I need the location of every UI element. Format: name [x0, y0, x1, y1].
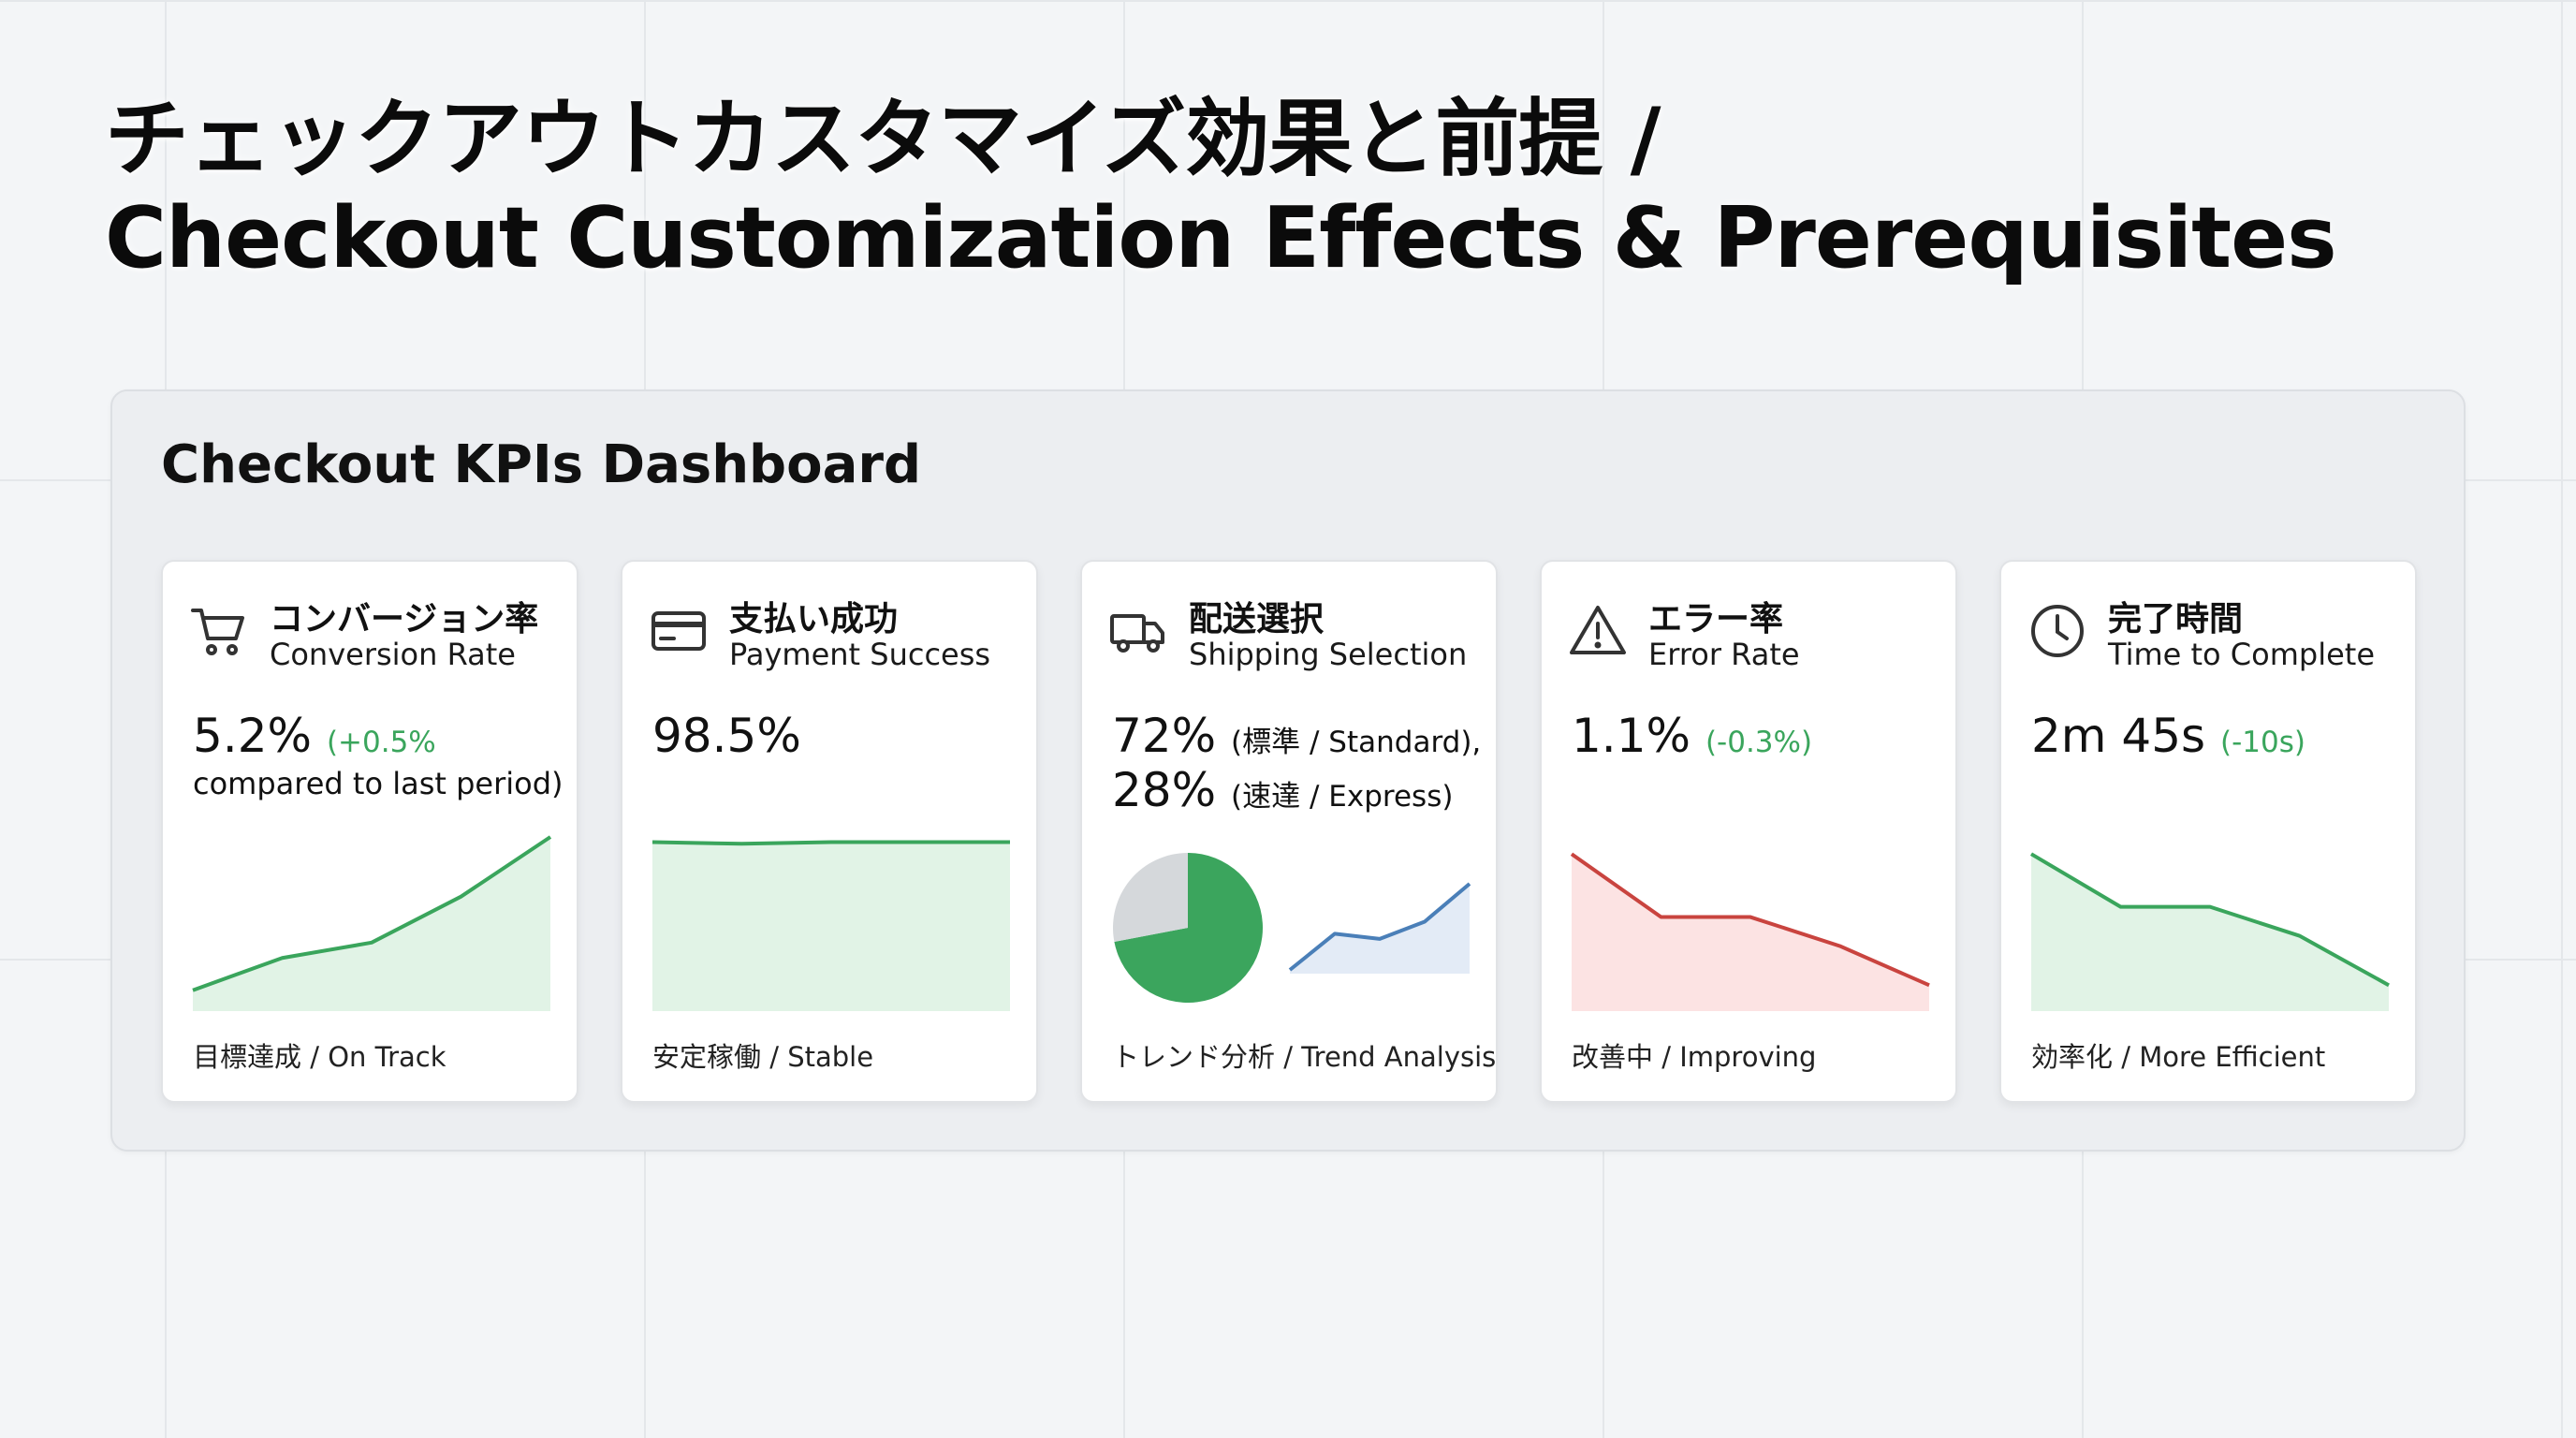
trend-line: [192, 835, 552, 992]
kpi-card-shipping-selection[interactable]: 配送選択 Shipping Selection 72% (標準 / Standa…: [1080, 560, 1498, 1103]
page-title-en: Checkout Customization Effects & Prerequ…: [105, 189, 2337, 287]
card-value-express: 28%: [1112, 763, 1217, 817]
trend-line: [1288, 882, 1471, 972]
trend-chart: [651, 840, 1010, 1011]
card-status: 目標達成 / On Track: [193, 1041, 446, 1073]
card-value: 5.2%: [193, 709, 313, 763]
card-value-line: 2m 45s (-10s): [2031, 708, 2406, 770]
card-status: 安定稼働 / Stable: [652, 1041, 874, 1073]
trend-area: [1572, 854, 1929, 1011]
card-value-line: 1.1% (-0.3%): [1572, 708, 1946, 770]
card-title-en: Shipping Selection: [1189, 637, 1468, 672]
page-title-ja: チェックアウトカスタマイズ効果と前提 /: [105, 90, 1661, 188]
cart-icon: [191, 609, 244, 655]
page-title: チェックアウトカスタマイズ効果と前提 / Checkout Customizat…: [105, 90, 2445, 288]
trend-line: [651, 840, 1010, 846]
kpi-card-payment-success[interactable]: 支払い成功 Payment Success 98.5% 安定稼働 / Stabl…: [621, 560, 1038, 1103]
trend-chart: [1288, 882, 1471, 974]
card-title-en: Error Rate: [1648, 637, 1800, 672]
card-value-line-standard: 72% (標準 / Standard),: [1112, 708, 1486, 770]
kpi-card-time-to-complete[interactable]: 完了時間 Time to Complete 2m 45s (-10s) 効率化 …: [1999, 560, 2417, 1103]
kpi-card-conversion-rate[interactable]: コンバージョン率 Conversion Rate 5.2% (+0.5% com…: [161, 560, 578, 1103]
card-title-en: Conversion Rate: [270, 637, 516, 672]
card-title-ja: 配送選択: [1189, 600, 1325, 638]
credit-card-icon: [651, 611, 706, 651]
card-title-ja: 支払い成功: [729, 600, 899, 638]
card-label-express: (速達 / Express): [1231, 780, 1454, 814]
dashboard-title: Checkout KPIs Dashboard: [161, 434, 922, 495]
card-delta: (-10s): [2220, 726, 2305, 759]
card-value-line: 98.5%: [652, 708, 1027, 764]
card-value: 2m 45s: [2031, 709, 2206, 763]
card-value-line-express: 28% (速達 / Express): [1112, 762, 1486, 825]
card-title-en: Time to Complete: [2108, 637, 2375, 672]
card-value-line: 5.2% (+0.5%: [193, 708, 567, 770]
trend-area: [1290, 884, 1470, 974]
trend-area: [193, 837, 550, 1011]
card-delta: (-0.3%): [1705, 726, 1813, 759]
card-title-en: Payment Success: [729, 637, 991, 672]
card-value: 1.1%: [1572, 709, 1691, 763]
trend-area: [2031, 854, 2389, 1011]
clock-icon: [2031, 605, 2084, 657]
card-delta: (+0.5%: [326, 726, 436, 759]
kpi-dashboard-panel: Checkout KPIs Dashboard コンバージョン率 Convers…: [110, 389, 2466, 1152]
warning-icon: [1570, 606, 1626, 654]
trend-area: [652, 842, 1010, 1011]
card-comparison-text: compared to last period): [193, 766, 564, 801]
card-value: 98.5%: [652, 709, 801, 763]
card-value-standard: 72%: [1112, 709, 1217, 763]
shipping-pie-chart: [1113, 853, 1263, 1003]
trend-chart: [192, 835, 552, 1011]
pie-slice-standard: [1114, 853, 1263, 1003]
card-title-ja: エラー率: [1648, 600, 1784, 638]
card-status: 改善中 / Improving: [1572, 1041, 1817, 1073]
card-status: トレンド分析 / Trend Analysis: [1112, 1041, 1497, 1073]
trend-line: [1570, 852, 1930, 988]
card-title-ja: コンバージョン率: [270, 600, 539, 638]
card-status: 効率化 / More Efficient: [2031, 1041, 2326, 1073]
trend-chart: [2029, 852, 2390, 1011]
trend-chart: [1570, 852, 1930, 1011]
truck-icon: [1110, 614, 1164, 653]
card-label-standard: (標準 / Standard),: [1231, 726, 1482, 759]
kpi-card-error-rate[interactable]: エラー率 Error Rate 1.1% (-0.3%) 改善中 / Impro…: [1540, 560, 1957, 1103]
pie-slice-express: [1113, 853, 1188, 942]
card-title-ja: 完了時間: [2108, 600, 2244, 638]
trend-line: [2029, 852, 2390, 988]
